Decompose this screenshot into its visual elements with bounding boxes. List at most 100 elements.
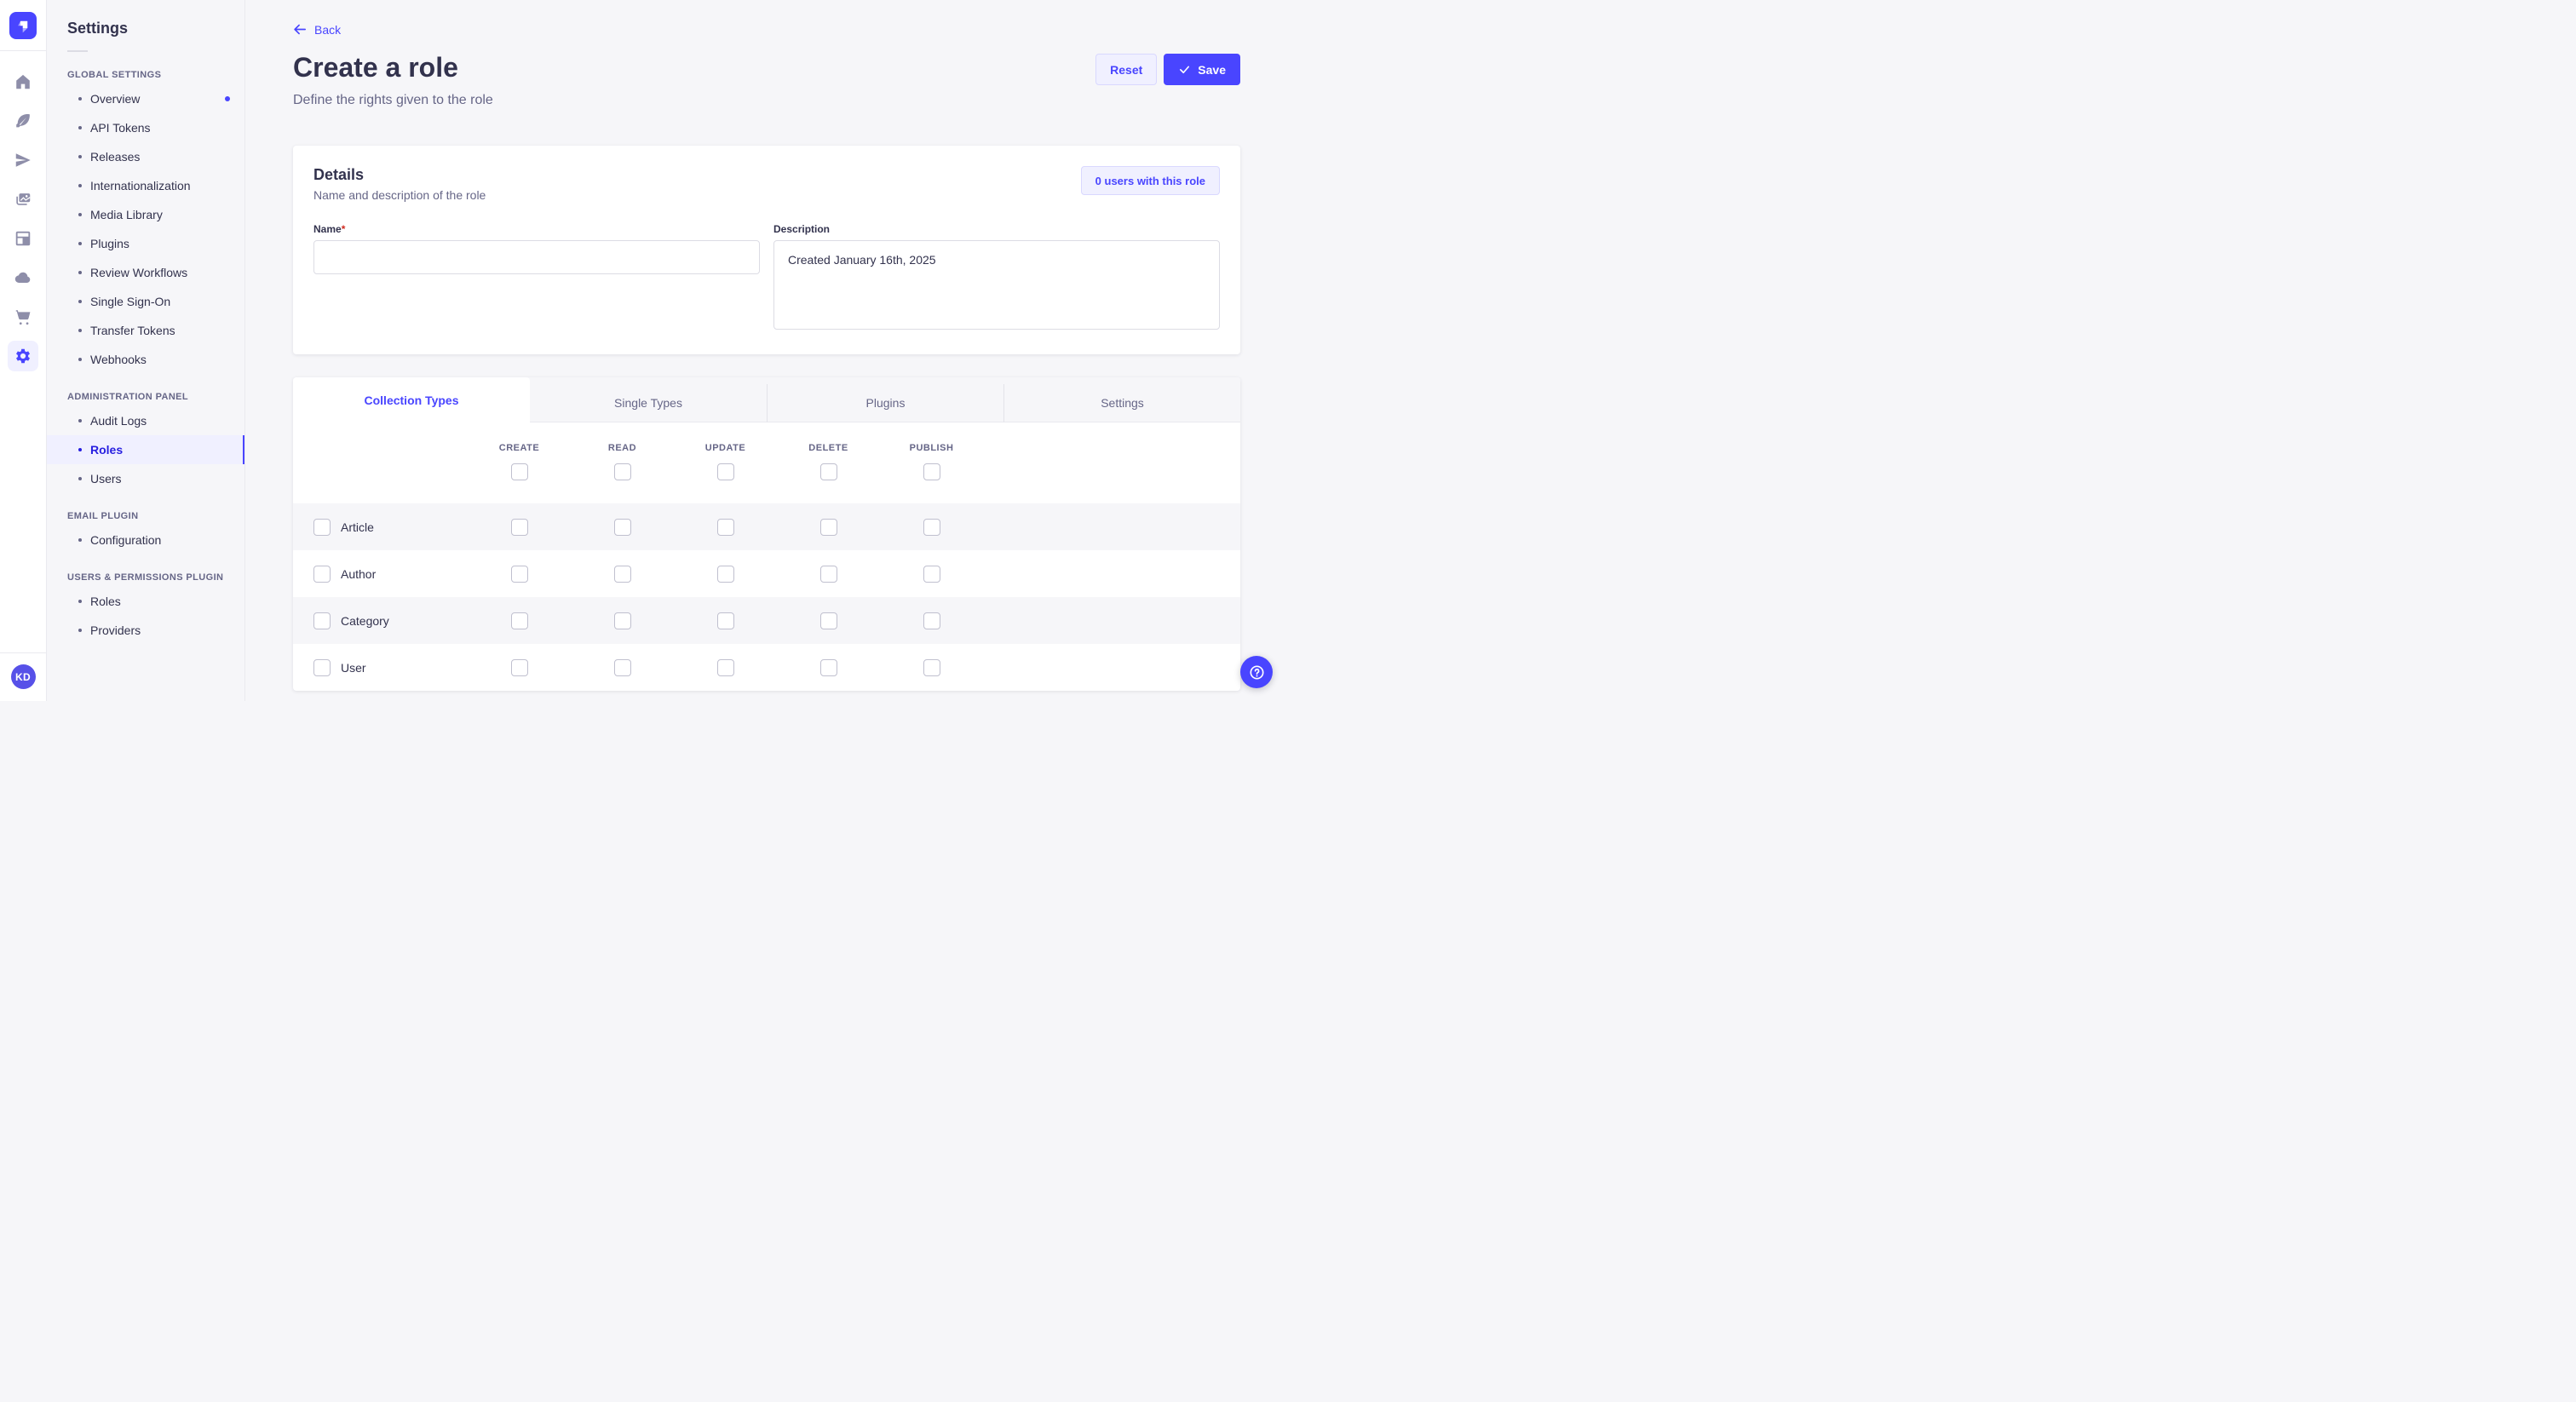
media-library-icon[interactable] (8, 184, 38, 215)
feather-icon[interactable] (8, 106, 38, 136)
sidebar-item-providers[interactable]: Providers (47, 616, 244, 645)
page-header: Create a role Reset Save (293, 53, 1240, 85)
home-icon[interactable] (8, 66, 38, 97)
column-read: READ (571, 443, 674, 480)
name-input[interactable] (313, 240, 760, 274)
cell-update (674, 612, 777, 629)
cell-update (674, 518, 777, 536)
sidebar-item-api-tokens[interactable]: API Tokens (47, 113, 244, 142)
category-update-checkbox[interactable] (716, 612, 734, 629)
article-create-checkbox[interactable] (510, 518, 528, 536)
sidebar-item-label: Providers (90, 623, 141, 637)
article-update-checkbox[interactable] (716, 518, 734, 536)
sidebar-item-single-sign-on[interactable]: Single Sign-On (47, 287, 244, 316)
sidebar-item-overview[interactable]: Overview (47, 84, 244, 113)
permissions-card: Collection Types Single Types Plugins Se… (293, 377, 1240, 691)
user-publish-checkbox[interactable] (923, 658, 940, 676)
sidebar-item-users[interactable]: Users (47, 464, 244, 493)
sidebar-item-label: Releases (90, 150, 141, 164)
cell-create (468, 612, 571, 629)
sidebar-item-plugins[interactable]: Plugins (47, 229, 244, 258)
sidebar-item-label: Transfer Tokens (90, 324, 175, 337)
name-field-label: Name* (313, 223, 346, 235)
row-head: Author (293, 565, 468, 583)
row-select-checkbox[interactable] (313, 658, 331, 676)
author-delete-checkbox[interactable] (819, 565, 837, 583)
sidebar-item-label: Media Library (90, 208, 163, 221)
bullet-icon (78, 242, 82, 245)
required-asterisk: * (341, 223, 346, 235)
gear-icon[interactable] (8, 341, 38, 371)
bullet-icon (78, 329, 82, 332)
sidebar-item-audit-logs[interactable]: Audit Logs (47, 406, 244, 435)
category-read-checkbox[interactable] (613, 612, 631, 629)
cart-icon[interactable] (8, 302, 38, 332)
cell-publish (880, 518, 983, 536)
column-update: UPDATE (674, 443, 777, 480)
category-create-checkbox[interactable] (510, 612, 528, 629)
user-read-checkbox[interactable] (613, 658, 631, 676)
column-label: READ (607, 443, 637, 453)
row-select-checkbox[interactable] (313, 518, 331, 536)
help-button[interactable] (1240, 656, 1273, 688)
select-all-update-checkbox[interactable] (716, 463, 734, 480)
layout-icon[interactable] (8, 223, 38, 254)
save-label: Save (1198, 62, 1226, 77)
author-create-checkbox[interactable] (510, 565, 528, 583)
user-update-checkbox[interactable] (716, 658, 734, 676)
row-select-checkbox[interactable] (313, 565, 331, 583)
cell-publish (880, 565, 983, 583)
category-delete-checkbox[interactable] (819, 612, 837, 629)
user-avatar[interactable]: KD (10, 664, 36, 689)
sidebar-item-roles-up[interactable]: Roles (47, 587, 244, 616)
bullet-icon (78, 213, 82, 216)
sidebar-item-transfer-tokens[interactable]: Transfer Tokens (47, 316, 244, 345)
tab-settings[interactable]: Settings (1003, 384, 1240, 422)
back-link[interactable]: Back (293, 22, 341, 37)
article-read-checkbox[interactable] (613, 518, 631, 536)
sidebar-item-media-library[interactable]: Media Library (47, 200, 244, 229)
reset-button[interactable]: Reset (1095, 54, 1158, 85)
sidebar-item-roles-admin[interactable]: Roles (47, 435, 244, 464)
select-all-read-checkbox[interactable] (613, 463, 631, 480)
sidebar-item-releases[interactable]: Releases (47, 142, 244, 171)
sidebar-item-label: Single Sign-On (90, 295, 171, 308)
select-all-delete-checkbox[interactable] (819, 463, 837, 480)
cell-create (468, 658, 571, 676)
description-textarea[interactable]: Created January 16th, 2025 (773, 240, 1220, 330)
cell-publish (880, 658, 983, 676)
paper-plane-icon[interactable] (8, 145, 38, 175)
tab-plugins[interactable]: Plugins (767, 384, 1003, 422)
cell-create (468, 565, 571, 583)
sidebar-item-review-workflows[interactable]: Review Workflows (47, 258, 244, 287)
author-update-checkbox[interactable] (716, 565, 734, 583)
article-delete-checkbox[interactable] (819, 518, 837, 536)
category-publish-checkbox[interactable] (923, 612, 940, 629)
sidebar-item-label: Plugins (90, 237, 129, 250)
sidebar-item-label: Audit Logs (90, 414, 147, 428)
sidebar-item-label: API Tokens (90, 121, 151, 135)
user-delete-checkbox[interactable] (819, 658, 837, 676)
bullet-icon (78, 358, 82, 361)
details-fields: Name* Description Created January 16th, … (313, 223, 1220, 334)
sidebar-item-internationalization[interactable]: Internationalization (47, 171, 244, 200)
cloud-icon[interactable] (8, 262, 38, 293)
users-with-role-button[interactable]: 0 users with this role (1080, 166, 1220, 195)
select-all-publish-checkbox[interactable] (923, 463, 940, 480)
sidebar-item-webhooks[interactable]: Webhooks (47, 345, 244, 374)
author-read-checkbox[interactable] (613, 565, 631, 583)
tab-collection-types[interactable]: Collection Types (293, 377, 530, 422)
description-field-label: Description (773, 223, 831, 235)
strapi-logo[interactable] (9, 12, 37, 39)
save-button[interactable]: Save (1164, 54, 1240, 85)
column-publish: PUBLISH (880, 443, 983, 480)
sidebar-item-configuration[interactable]: Configuration (47, 526, 244, 554)
author-publish-checkbox[interactable] (923, 565, 940, 583)
article-publish-checkbox[interactable] (923, 518, 940, 536)
question-mark-icon (1249, 664, 1264, 680)
row-select-checkbox[interactable] (313, 612, 331, 629)
select-all-create-checkbox[interactable] (510, 463, 528, 480)
tab-single-types[interactable]: Single Types (530, 384, 767, 422)
cell-read (571, 658, 674, 676)
user-create-checkbox[interactable] (510, 658, 528, 676)
